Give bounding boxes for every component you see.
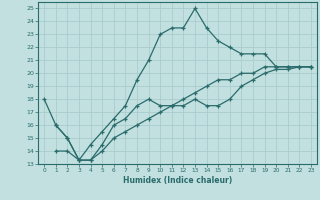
- X-axis label: Humidex (Indice chaleur): Humidex (Indice chaleur): [123, 176, 232, 185]
